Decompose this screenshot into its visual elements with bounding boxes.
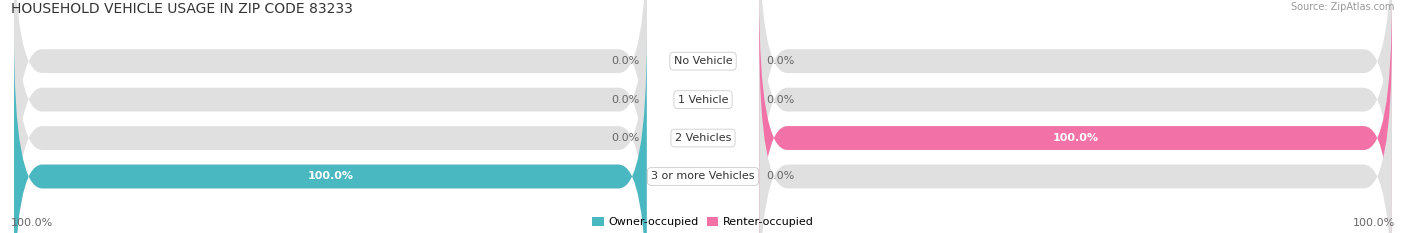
Text: 0.0%: 0.0% — [612, 95, 640, 105]
Text: 100.0%: 100.0% — [1053, 133, 1098, 143]
Text: 0.0%: 0.0% — [766, 95, 794, 105]
Text: 100.0%: 100.0% — [308, 171, 353, 182]
Text: 1 Vehicle: 1 Vehicle — [678, 95, 728, 105]
FancyBboxPatch shape — [759, 0, 1392, 233]
Text: 0.0%: 0.0% — [612, 56, 640, 66]
FancyBboxPatch shape — [14, 0, 647, 233]
Text: Source: ZipAtlas.com: Source: ZipAtlas.com — [1291, 2, 1395, 12]
FancyBboxPatch shape — [14, 0, 647, 203]
Text: 100.0%: 100.0% — [1353, 218, 1395, 228]
Text: 0.0%: 0.0% — [766, 56, 794, 66]
Text: 3 or more Vehicles: 3 or more Vehicles — [651, 171, 755, 182]
FancyBboxPatch shape — [14, 0, 647, 233]
Text: 0.0%: 0.0% — [766, 171, 794, 182]
FancyBboxPatch shape — [14, 35, 647, 233]
Text: 100.0%: 100.0% — [11, 218, 53, 228]
FancyBboxPatch shape — [759, 35, 1392, 233]
Text: 0.0%: 0.0% — [612, 133, 640, 143]
FancyBboxPatch shape — [759, 0, 1392, 233]
Text: No Vehicle: No Vehicle — [673, 56, 733, 66]
Text: HOUSEHOLD VEHICLE USAGE IN ZIP CODE 83233: HOUSEHOLD VEHICLE USAGE IN ZIP CODE 8323… — [11, 2, 353, 16]
FancyBboxPatch shape — [14, 35, 647, 233]
Text: 2 Vehicles: 2 Vehicles — [675, 133, 731, 143]
FancyBboxPatch shape — [759, 0, 1392, 233]
FancyBboxPatch shape — [759, 0, 1392, 203]
Legend: Owner-occupied, Renter-occupied: Owner-occupied, Renter-occupied — [592, 217, 814, 227]
